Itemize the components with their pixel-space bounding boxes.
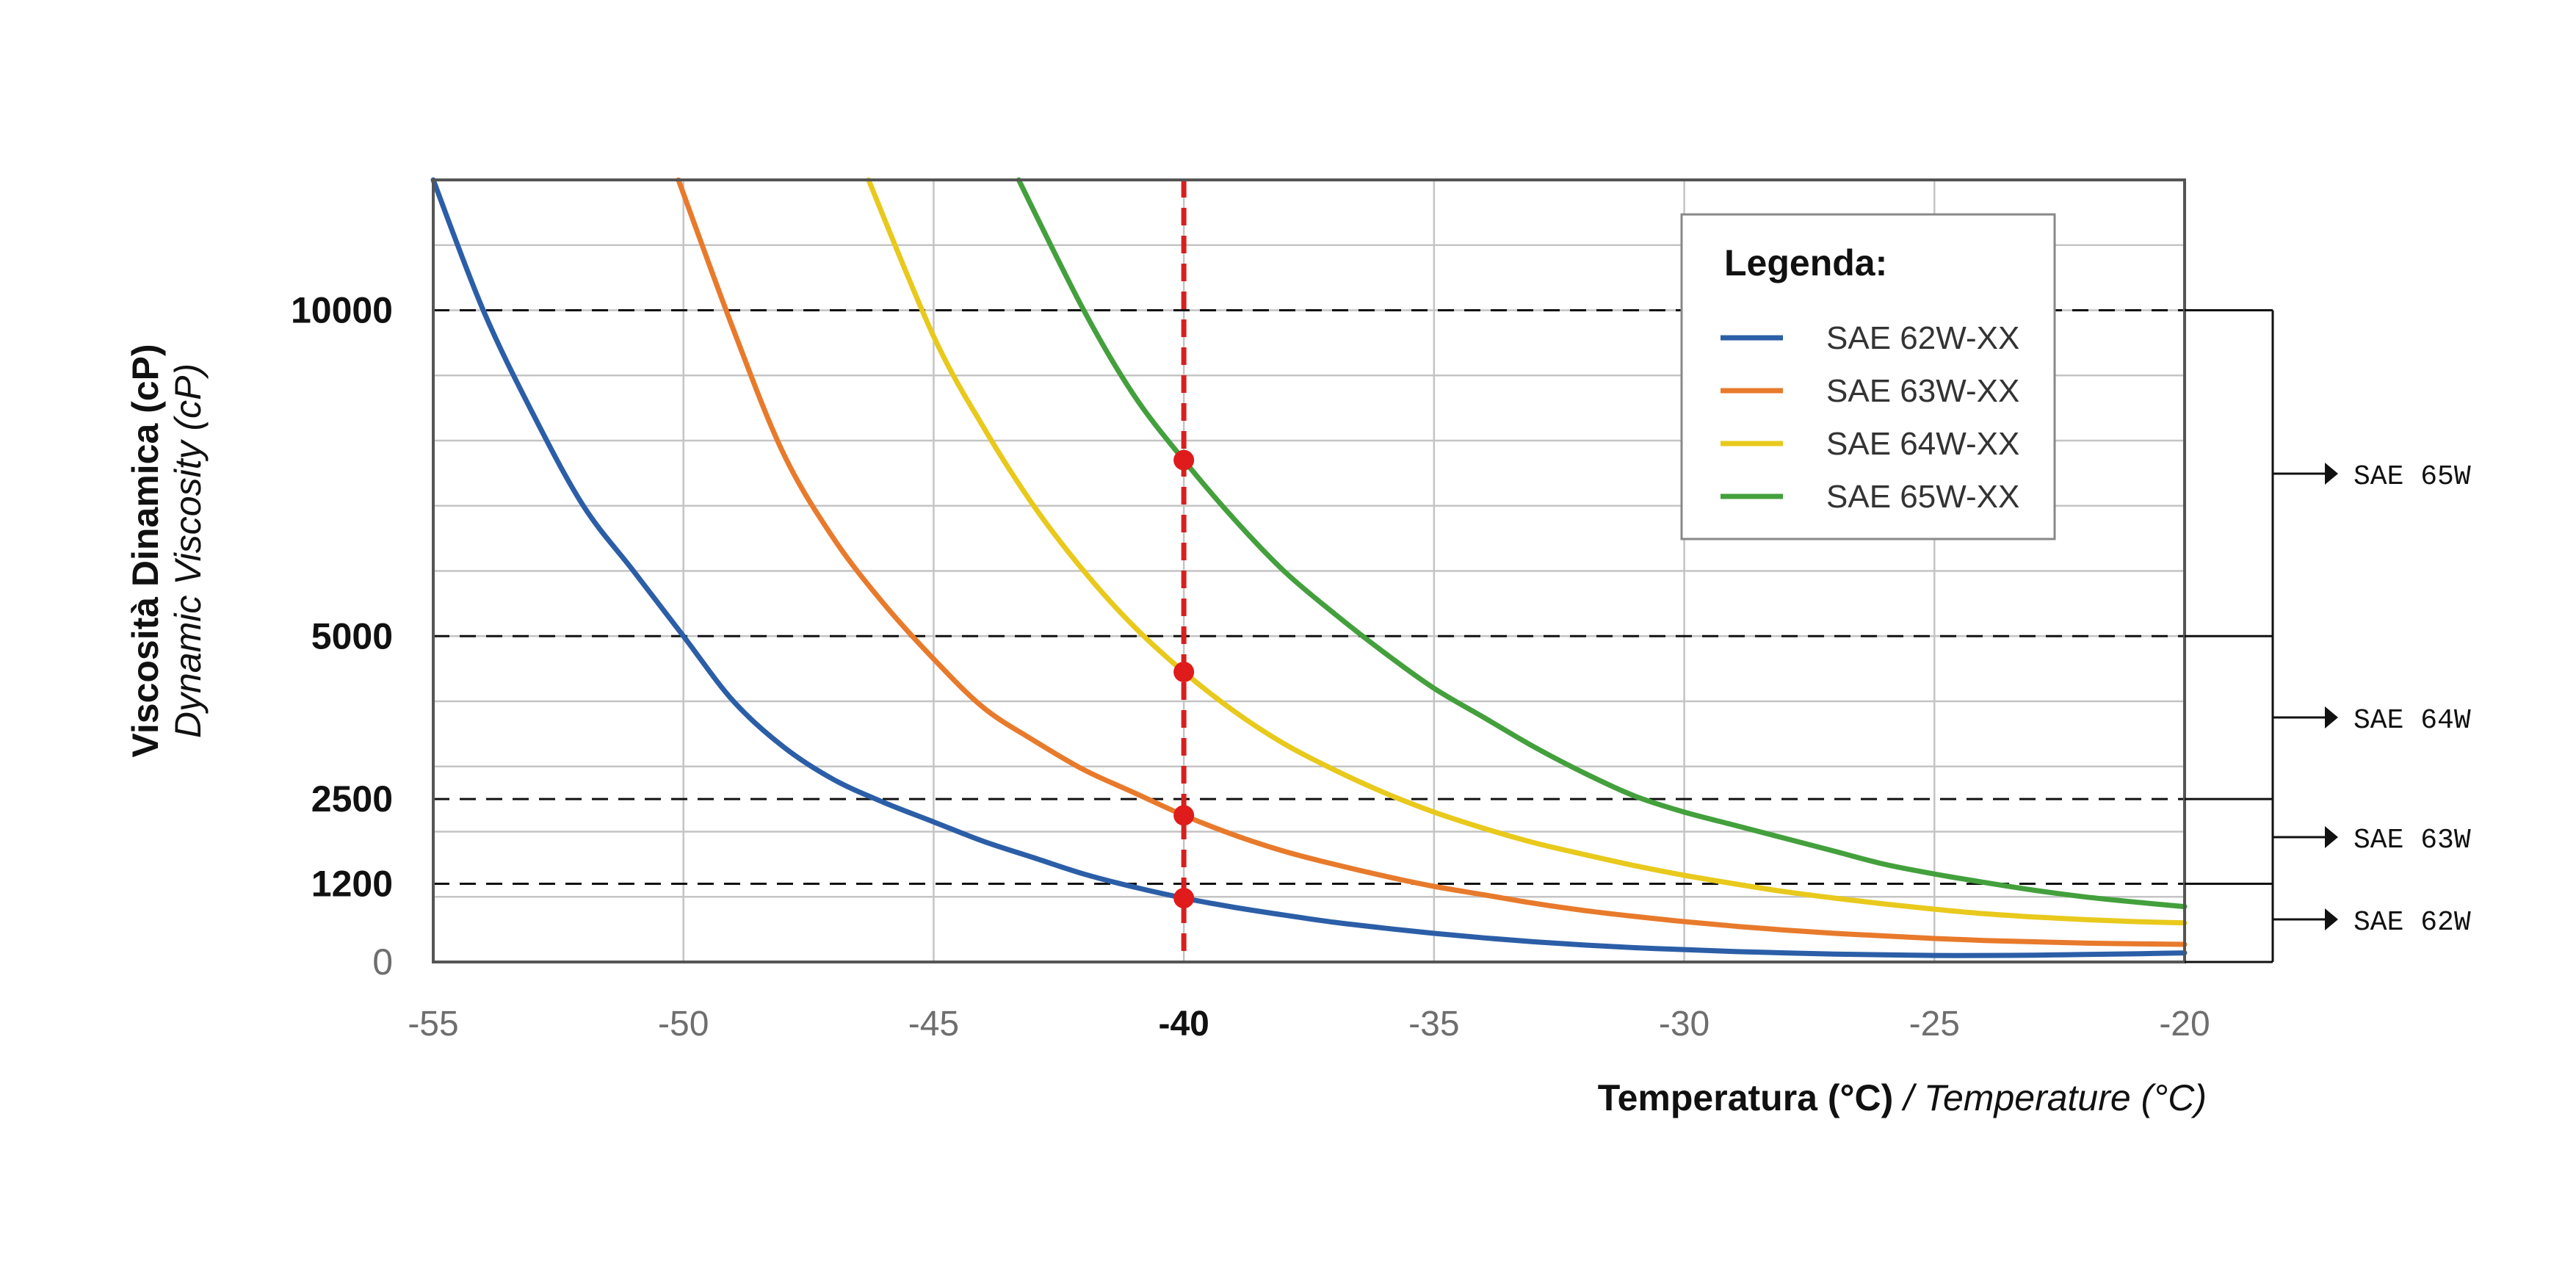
y-axis-ticks: 10000 5000 2500 1200 0 [291,290,393,983]
series-lines [430,177,2188,958]
x-tick-label: -30 [1659,1005,1710,1043]
y-axis-title-en: Dynamic Viscosity (cP) [167,363,209,738]
y-tick-label: 10000 [291,290,393,331]
class-brackets: SAE 65W SAE 64W SAE 63W SAE 62W [2185,309,2471,963]
x-axis-title-en: / Temperature (°C) [1901,1077,2207,1118]
reference-point [1173,888,1195,909]
legend-label: SAE 65W-XX [1826,479,2019,515]
reference-point [1173,662,1195,683]
series-line-3 [866,177,2188,926]
class-arrow-head [2325,706,2338,728]
x-tick-label: -55 [408,1005,458,1043]
y-tick-label: 1200 [311,864,393,905]
reference-points [1173,449,1195,909]
plot-frame [432,178,2186,963]
class-arrow-head [2325,908,2338,930]
x-tick-label: -20 [2159,1005,2210,1043]
reference-point [1173,805,1195,826]
y-tick-label: 5000 [311,615,393,656]
series-line-2 [676,177,2188,947]
class-arrow-head [2325,463,2338,485]
x-tick-label: -40 [1158,1005,1209,1043]
legend-title: Legenda: [1724,242,1887,283]
legend-label: SAE 64W-XX [1826,426,2019,462]
x-axis-ticks: -55 -50 -45 -40 -35 -30 -25 -20 [408,1005,2210,1043]
legend-label: SAE 62W-XX [1826,320,2019,356]
class-label: SAE 63W [2354,825,2471,856]
y-axis-title: Viscosità Dinamica (cP) Dynamic Viscosit… [125,344,209,757]
x-tick-label: -35 [1408,1005,1459,1043]
class-arrow-head [2325,826,2338,848]
y-axis-title-it: Viscosità Dinamica (cP) [125,344,166,757]
x-axis-title: Temperatura (°C) / Temperature (°C) [1598,1077,2207,1118]
x-axis-title-it: Temperatura (°C) [1598,1077,1893,1118]
legend-label: SAE 63W-XX [1826,373,2019,409]
reference-point [1173,449,1195,471]
series-line-1 [430,177,2188,958]
class-label: SAE 64W [2354,705,2471,737]
legend-box [1680,213,2056,540]
legend-items: SAE 62W-XX SAE 63W-XX SAE 64W-XX SAE 65W-XX [1721,320,2019,515]
x-tick-label: -45 [908,1005,959,1043]
x-tick-label: -25 [1909,1005,1960,1043]
y-tick-label: 2500 [311,778,393,820]
class-label: SAE 65W [2354,461,2471,493]
y-tick-label: 0 [372,941,393,983]
class-label: SAE 62W [2354,907,2471,938]
x-tick-label: -50 [658,1005,709,1043]
